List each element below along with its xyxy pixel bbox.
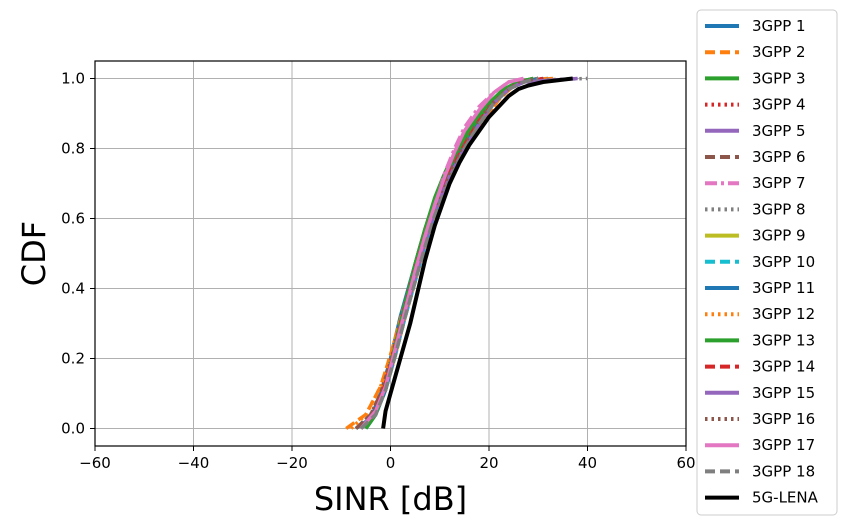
legend-label: 3GPP 13 xyxy=(752,331,815,349)
legend-label: 5G-LENA xyxy=(752,489,819,507)
x-tick-label: 20 xyxy=(479,454,498,472)
y-axis-label: CDF xyxy=(15,221,53,286)
legend-label: 3GPP 9 xyxy=(752,227,806,245)
legend-label: 3GPP 2 xyxy=(752,43,806,61)
series-line-3gpp-10 xyxy=(364,76,539,430)
y-tick-label: 0.8 xyxy=(61,140,85,158)
series-line-3gpp-9 xyxy=(364,76,539,430)
legend-label: 3GPP 3 xyxy=(752,69,806,87)
legend-label: 3GPP 4 xyxy=(752,96,806,114)
legend-box xyxy=(696,9,838,516)
legend-label: 3GPP 1 xyxy=(752,17,806,35)
y-tick-label: 0.0 xyxy=(61,420,85,438)
y-tick-label: 0.2 xyxy=(61,350,85,368)
legend-label: 3GPP 12 xyxy=(752,305,815,323)
y-tick-label: 0.4 xyxy=(61,280,85,298)
legend-label: 3GPP 15 xyxy=(752,384,815,402)
legend-label: 3GPP 17 xyxy=(752,436,815,454)
x-tick-label: 0 xyxy=(386,454,396,472)
x-tick-label: 40 xyxy=(578,454,597,472)
series-line-3gpp-12 xyxy=(349,76,549,430)
ticks: −60 −40 −20 0 20 40 60 0.0 0.2 0.4 0.6 0.8 1.0 xyxy=(61,70,695,473)
legend-label: 3GPP 8 xyxy=(752,200,806,218)
series-layer xyxy=(345,76,588,430)
y-tick-label: 1.0 xyxy=(61,70,85,88)
legend-label: 3GPP 5 xyxy=(752,122,806,140)
x-axis-label: SINR [dB] xyxy=(314,480,467,518)
legend-label: 3GPP 11 xyxy=(752,279,815,297)
legend-label: 3GPP 14 xyxy=(752,358,815,376)
legend-label: 3GPP 18 xyxy=(752,462,815,480)
legend-label: 3GPP 10 xyxy=(752,253,815,271)
series-line-3gpp-11 xyxy=(364,76,539,430)
x-tick-label: −40 xyxy=(178,454,210,472)
x-tick-label: 60 xyxy=(676,454,695,472)
legend-label: 3GPP 6 xyxy=(752,148,806,166)
series-line-5g-lena xyxy=(381,76,573,429)
legend-label: 3GPP 7 xyxy=(752,174,806,192)
legend-label: 3GPP 16 xyxy=(752,410,815,428)
x-tick-label: −60 xyxy=(79,454,111,472)
legend: 3GPP 1 3GPP 2 3GPP 3 3GPP 4 3GPP 5 3GPP 6 3GPP… xyxy=(696,9,838,516)
series-line-3gpp-2 xyxy=(345,76,554,430)
series-line-3gpp-18 xyxy=(359,76,539,430)
x-tick-label: −20 xyxy=(276,454,308,472)
y-tick-label: 0.6 xyxy=(61,210,85,228)
